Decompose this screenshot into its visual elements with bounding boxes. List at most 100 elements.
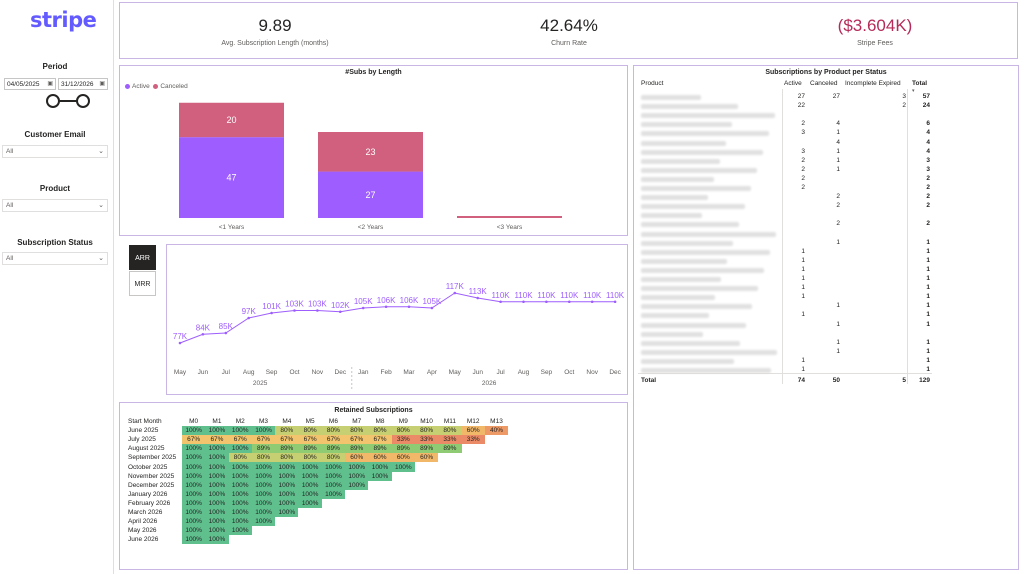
product-name-redacted[interactable] xyxy=(641,240,733,246)
total-count: 1 xyxy=(926,293,930,301)
legend-canceled[interactable]: Canceled xyxy=(160,83,188,90)
legend-active[interactable]: Active xyxy=(132,83,150,90)
total-count: 1 xyxy=(926,247,930,255)
mrr-toggle-button[interactable]: MRR xyxy=(129,271,156,296)
cohort-start-month: December 2025 xyxy=(128,481,175,489)
product-name-redacted[interactable] xyxy=(641,358,734,364)
retention-cell: 80% xyxy=(275,453,299,463)
month-offset-header[interactable]: M7 xyxy=(352,418,362,426)
product-name-redacted[interactable] xyxy=(641,286,758,292)
incomplete-expired-column-header[interactable]: Incomplete Expired xyxy=(845,80,901,87)
date-to-value: 31/12/2026 xyxy=(61,81,94,88)
product-name-redacted[interactable] xyxy=(641,213,702,219)
product-name-redacted[interactable] xyxy=(641,222,739,228)
sort-desc-icon[interactable]: ▾ xyxy=(912,88,915,94)
product-dropdown[interactable]: All ⌄ xyxy=(2,199,108,212)
x-tick-label: Oct xyxy=(289,369,299,376)
bar-segment-canceled xyxy=(179,102,284,138)
period-slider-end-handle[interactable] xyxy=(76,94,90,108)
total-row-divider xyxy=(638,373,932,374)
retention-cell xyxy=(368,535,391,544)
product-name-redacted[interactable] xyxy=(641,167,757,173)
month-offset-header[interactable]: M9 xyxy=(398,418,408,426)
product-name-redacted[interactable] xyxy=(641,113,775,119)
product-name-redacted[interactable] xyxy=(641,295,715,301)
canceled-count: 1 xyxy=(836,347,840,355)
product-name-redacted[interactable] xyxy=(641,304,752,310)
retention-cell xyxy=(322,535,345,544)
cohort-start-month: May 2026 xyxy=(128,527,157,535)
product-name-redacted[interactable] xyxy=(641,131,769,137)
retention-cell xyxy=(415,517,438,526)
month-offset-header[interactable]: M1 xyxy=(212,418,222,426)
retention-cell: 67% xyxy=(205,435,229,445)
total-column-header[interactable]: Total xyxy=(912,80,928,87)
month-offset-header[interactable]: M8 xyxy=(375,418,385,426)
product-name-redacted[interactable] xyxy=(641,267,764,273)
retention-cell xyxy=(438,499,461,508)
product-name-redacted[interactable] xyxy=(641,368,771,373)
month-offset-header[interactable]: M3 xyxy=(259,418,269,426)
column-divider xyxy=(907,89,908,384)
retention-cell: 80% xyxy=(438,426,462,436)
month-offset-header[interactable]: M5 xyxy=(305,418,315,426)
retention-cell xyxy=(485,453,508,462)
date-from-input[interactable]: 04/05/2025 ▣ xyxy=(4,78,56,90)
arr-data-point xyxy=(247,316,250,320)
product-name-redacted[interactable] xyxy=(641,313,709,319)
month-offset-header[interactable]: M6 xyxy=(328,418,338,426)
active-column-header[interactable]: Active xyxy=(784,80,802,87)
month-offset-header[interactable]: M12 xyxy=(466,418,480,426)
total-count: 2 xyxy=(926,174,930,182)
product-name-redacted[interactable] xyxy=(641,331,703,337)
product-name-redacted[interactable] xyxy=(641,258,727,264)
retention-cell xyxy=(415,472,438,481)
product-name-redacted[interactable] xyxy=(641,249,770,255)
month-offset-header[interactable]: M4 xyxy=(282,418,292,426)
product-column-header[interactable]: Product xyxy=(641,80,664,87)
month-offset-header[interactable]: M10 xyxy=(420,418,433,426)
product-name-redacted[interactable] xyxy=(641,104,738,110)
product-name-redacted[interactable] xyxy=(641,122,732,128)
canceled-column-header[interactable]: Canceled xyxy=(810,80,838,87)
active-count: 1 xyxy=(801,256,805,264)
customer-email-dropdown[interactable]: All ⌄ xyxy=(2,145,108,158)
total-count: 2 xyxy=(926,193,930,201)
product-name-redacted[interactable] xyxy=(641,340,740,346)
product-name-redacted[interactable] xyxy=(641,349,777,355)
product-name-redacted[interactable] xyxy=(641,204,745,210)
product-name-redacted[interactable] xyxy=(641,322,746,328)
arr-data-point xyxy=(201,332,205,336)
total-count: 3 xyxy=(926,156,930,164)
product-name-redacted[interactable] xyxy=(641,195,708,201)
product-name-redacted[interactable] xyxy=(641,140,726,146)
arr-data-point xyxy=(522,300,525,304)
period-slider-start-handle[interactable] xyxy=(46,94,60,108)
active-count: 1 xyxy=(801,275,805,282)
chevron-down-icon: ⌄ xyxy=(98,255,104,262)
month-offset-header[interactable]: M2 xyxy=(235,418,245,426)
product-name-redacted[interactable] xyxy=(641,95,701,100)
retention-cell: 100% xyxy=(205,517,229,527)
month-offset-header[interactable]: M13 xyxy=(490,418,503,426)
period-slider-track[interactable] xyxy=(48,100,84,102)
month-offset-header[interactable]: M11 xyxy=(443,418,456,426)
product-name-redacted[interactable] xyxy=(641,158,720,164)
retention-cell xyxy=(438,472,461,481)
start-month-header[interactable]: Start Month xyxy=(128,418,162,426)
retention-cell: 100% xyxy=(228,462,252,472)
calendar-icon[interactable]: ▣ xyxy=(47,81,53,87)
month-offset-header[interactable]: M0 xyxy=(189,418,199,426)
retention-cell: 100% xyxy=(321,489,346,499)
retention-cell xyxy=(252,535,275,544)
date-to-input[interactable]: 31/12/2026 ▣ xyxy=(58,78,108,90)
calendar-icon[interactable]: ▣ xyxy=(99,81,105,87)
product-name-redacted[interactable] xyxy=(641,149,763,155)
product-name-redacted[interactable] xyxy=(641,176,714,182)
arr-data-label: 106K xyxy=(400,296,419,305)
subscription-status-dropdown[interactable]: All ⌄ xyxy=(2,252,108,265)
arr-toggle-button[interactable]: ARR xyxy=(129,245,156,270)
product-name-redacted[interactable] xyxy=(641,277,721,282)
product-name-redacted[interactable] xyxy=(641,186,751,191)
product-name-redacted[interactable] xyxy=(641,231,776,237)
